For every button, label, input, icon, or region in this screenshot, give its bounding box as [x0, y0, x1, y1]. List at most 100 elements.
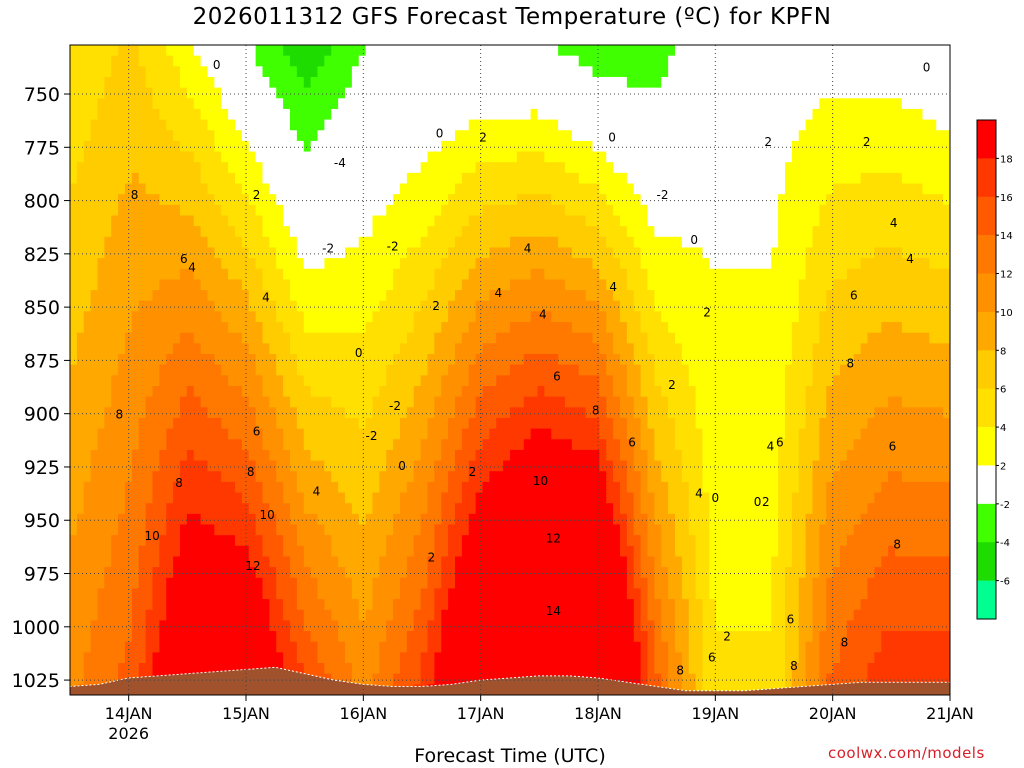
field-cell — [393, 98, 401, 110]
field-cell — [544, 98, 552, 110]
field-cell — [613, 609, 621, 622]
field-cell — [565, 567, 573, 579]
field-cell — [310, 481, 319, 494]
field-cell — [578, 66, 587, 78]
field-cell — [482, 492, 490, 504]
field-cell — [262, 151, 270, 163]
field-cell — [537, 545, 545, 558]
field-cell — [565, 556, 573, 568]
field-cell — [90, 375, 99, 387]
field-cell — [441, 87, 449, 99]
field-cell — [186, 620, 195, 632]
field-cell — [571, 417, 580, 430]
field-cell — [200, 439, 209, 451]
field-cell — [125, 556, 133, 568]
field-cell — [358, 204, 367, 217]
field-cell — [468, 471, 477, 483]
field-cell — [386, 577, 394, 590]
field-cell — [434, 567, 442, 579]
field-cell — [173, 364, 181, 376]
field-cell — [537, 471, 545, 483]
field-cell — [537, 460, 545, 472]
field-cell — [83, 162, 92, 174]
field-cell — [207, 588, 215, 600]
field-cell — [510, 481, 518, 494]
field-cell — [351, 290, 360, 302]
field-cell — [118, 417, 126, 430]
field-cell — [510, 599, 518, 611]
field-cell — [180, 204, 188, 217]
field-cell — [620, 98, 628, 110]
field-cell — [379, 556, 387, 568]
field-cell — [193, 513, 202, 526]
field-cell — [269, 588, 277, 600]
field-cell — [365, 492, 374, 504]
field-cell — [544, 449, 552, 462]
field-cell — [434, 503, 442, 515]
field-cell — [358, 503, 367, 515]
field-cell — [131, 119, 140, 131]
field-cell — [331, 375, 339, 387]
field-cell — [393, 258, 401, 270]
field-cell — [510, 98, 518, 110]
field-cell — [331, 311, 339, 323]
field-cell — [351, 247, 360, 259]
field-cell — [283, 471, 291, 483]
field-cell — [571, 140, 580, 153]
field-cell — [152, 641, 160, 653]
field-cell — [221, 481, 229, 494]
field-cell — [626, 545, 635, 558]
field-cell — [537, 513, 545, 526]
field-cell — [262, 577, 270, 590]
field-cell — [358, 631, 367, 643]
field-cell — [351, 535, 360, 547]
field-cell — [111, 375, 119, 387]
field-cell — [427, 492, 435, 504]
field-cell — [516, 87, 525, 99]
field-cell — [255, 183, 264, 195]
field-cell — [400, 55, 408, 67]
field-cell — [269, 439, 277, 451]
field-cell — [578, 76, 587, 89]
field-cell — [200, 631, 209, 643]
field-cell — [434, 172, 442, 185]
field-cell — [441, 417, 449, 430]
field-cell — [138, 322, 147, 334]
field-cell — [613, 417, 621, 430]
field-cell — [544, 577, 552, 590]
field-cell — [345, 673, 353, 685]
field-cell — [406, 385, 415, 398]
field-cell — [207, 396, 215, 408]
field-cell — [613, 567, 621, 579]
field-cell — [510, 332, 518, 344]
field-cell — [530, 162, 539, 174]
field-cell — [241, 439, 250, 451]
field-cell — [441, 236, 449, 249]
field-cell — [565, 631, 573, 643]
field-cell — [97, 620, 105, 632]
field-cell — [90, 385, 99, 398]
field-cell — [331, 673, 339, 685]
field-cell — [235, 567, 243, 579]
field-cell — [489, 55, 497, 67]
field-cell — [331, 236, 339, 249]
field-cell — [200, 417, 209, 430]
field-cell — [400, 375, 408, 387]
field-cell — [441, 673, 449, 685]
field-cell — [255, 652, 264, 664]
field-cell — [90, 567, 99, 579]
field-cell — [166, 620, 174, 632]
field-cell — [235, 439, 243, 451]
field-cell — [441, 535, 449, 547]
field-cell — [379, 385, 387, 398]
field-cell — [455, 279, 463, 291]
field-cell — [606, 55, 614, 67]
field-cell — [166, 108, 174, 121]
field-cell — [104, 119, 112, 131]
field-cell — [125, 343, 133, 355]
field-cell — [152, 535, 160, 547]
field-cell — [310, 140, 319, 153]
field-cell — [152, 87, 160, 99]
field-cell — [482, 503, 490, 515]
field-cell — [111, 194, 119, 206]
